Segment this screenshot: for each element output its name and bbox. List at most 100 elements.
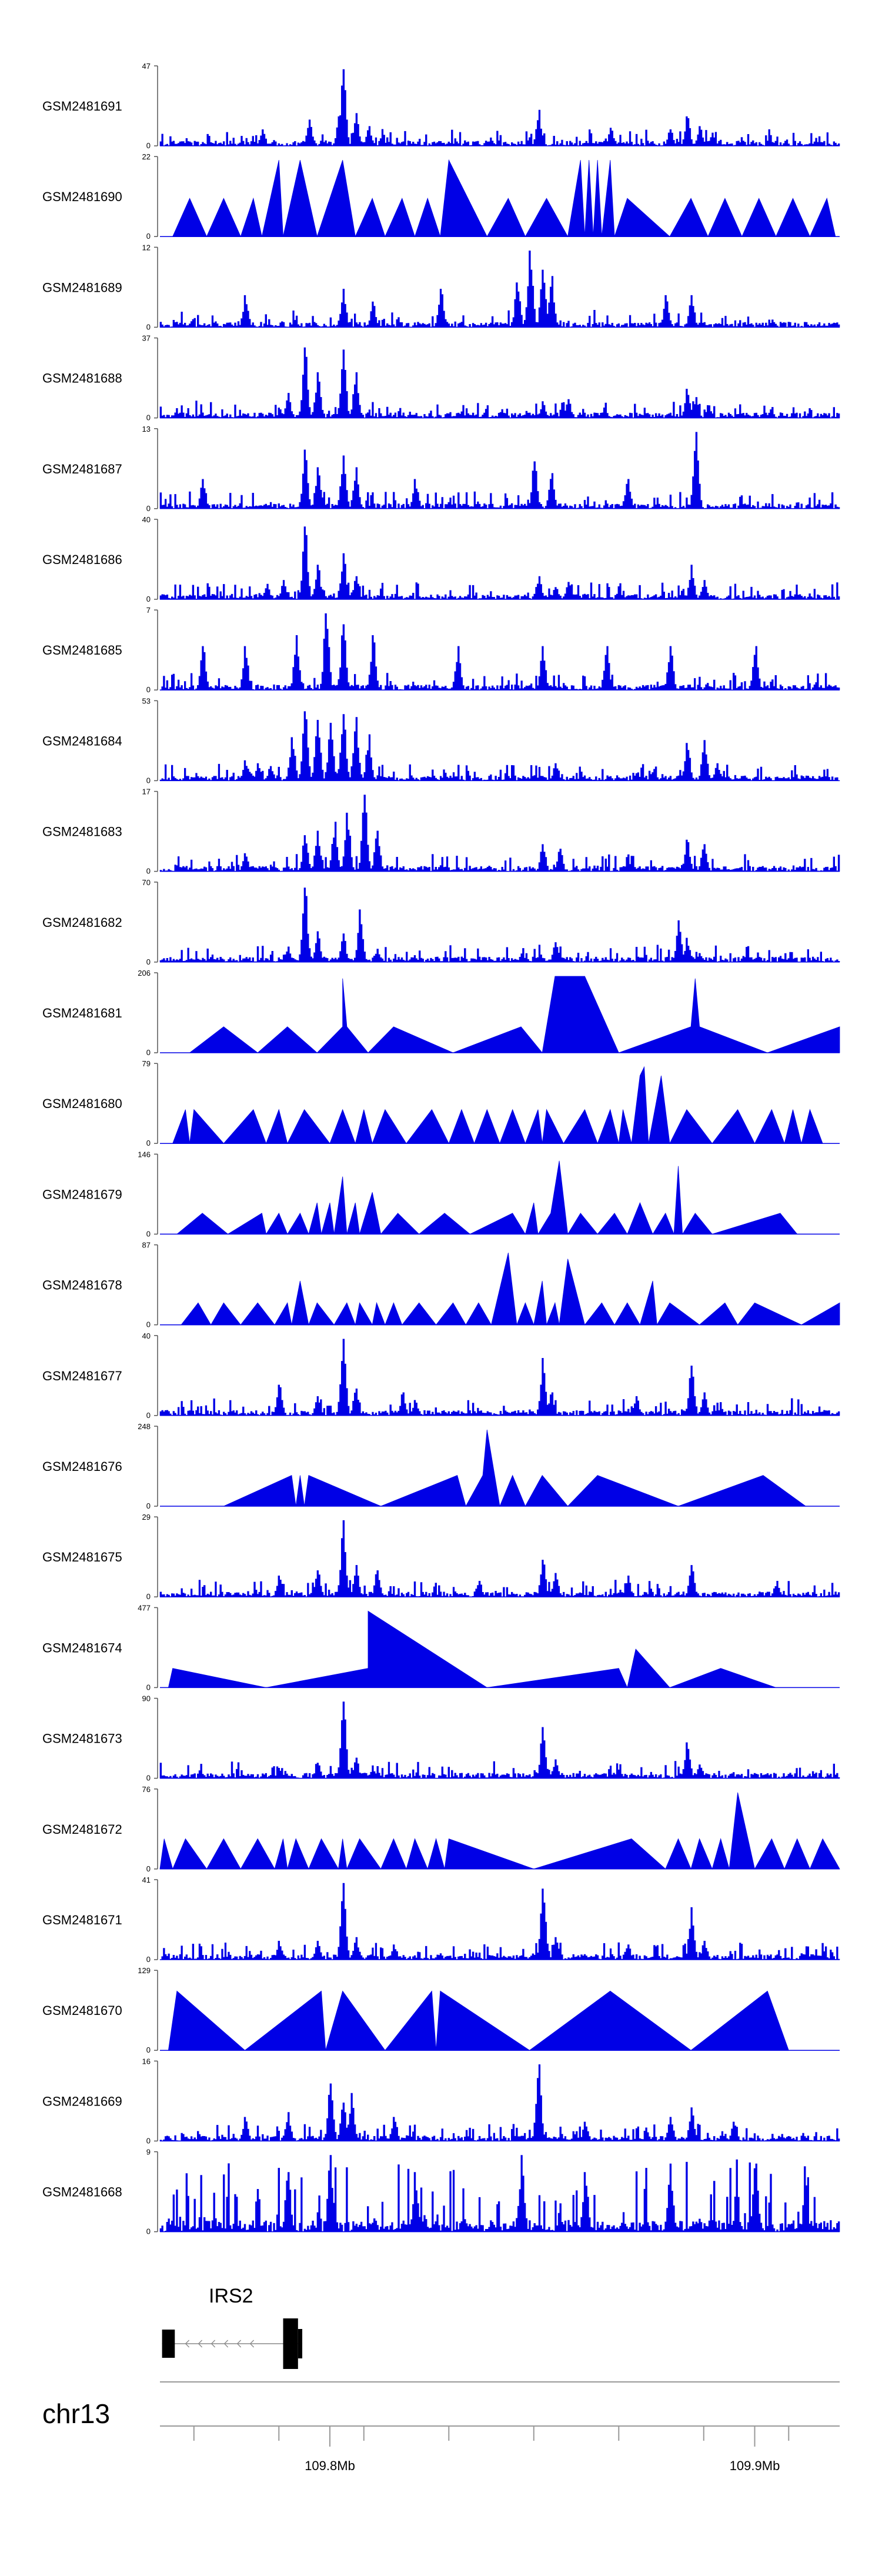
y-max-label: 70	[142, 878, 151, 887]
y-min-label: 0	[146, 867, 151, 876]
gene-annotation-track: IRS2	[162, 2285, 303, 2369]
y-max-label: 29	[142, 1513, 151, 1521]
y-max-label: 7	[146, 606, 151, 615]
y-max-label: 41	[142, 1876, 151, 1884]
coverage-area	[189, 976, 840, 1053]
chromosome-label: chr13	[42, 2398, 110, 2429]
track-GSM2481678: GSM2481678 87 0	[42, 1241, 840, 1329]
y-min-label: 0	[146, 232, 151, 241]
track-label: GSM2481673	[42, 1731, 122, 1746]
coverage-signal	[159, 432, 840, 509]
track-GSM2481689: GSM2481689 12 0	[42, 243, 840, 331]
track-GSM2481670: GSM2481670 129 0	[42, 1966, 840, 2054]
y-min-label: 0	[146, 1864, 151, 1873]
y-max-label: 146	[138, 1150, 151, 1159]
genome-axis-label: 109.9Mb	[730, 2458, 780, 2473]
track-label: GSM2481686	[42, 552, 122, 567]
coverage-area	[223, 1429, 807, 1507]
coverage-tracks: GSM2481691470GSM2481690220GSM2481689120G…	[42, 62, 840, 2236]
y-min-label: 0	[146, 322, 151, 331]
track-label: GSM2481687	[42, 462, 122, 476]
y-min-label: 0	[146, 1320, 151, 1329]
y-min-label: 0	[146, 1229, 151, 1238]
strand-arrow	[185, 2340, 190, 2348]
coverage-area	[172, 1066, 823, 1144]
track-GSM2481683: GSM2481683 17 0	[42, 788, 840, 876]
coverage-signal	[159, 1520, 840, 1597]
coverage-signal	[159, 526, 840, 600]
y-min-label: 0	[146, 1501, 151, 1510]
coverage-signal	[159, 1883, 840, 1960]
y-max-label: 40	[142, 515, 151, 524]
y-max-label: 87	[142, 1241, 151, 1250]
track-label: GSM2481669	[42, 2094, 122, 2108]
track-label: GSM2481683	[42, 825, 122, 839]
track-label: GSM2481691	[42, 99, 122, 114]
y-min-label: 0	[146, 1139, 151, 1147]
y-max-label: 248	[138, 1422, 151, 1431]
gene-exon	[283, 2318, 298, 2369]
strand-arrow	[211, 2340, 216, 2348]
coverage-signal	[159, 711, 840, 781]
track-label: GSM2481689	[42, 280, 122, 295]
coverage-signal	[159, 795, 840, 872]
gene-label: IRS2	[209, 2285, 253, 2307]
strand-arrow	[223, 2340, 229, 2348]
y-min-label: 0	[146, 1411, 151, 1420]
y-max-label: 79	[142, 1059, 151, 1068]
track-label: GSM2481681	[42, 1006, 122, 1020]
coverage-signal	[159, 2155, 840, 2232]
track-GSM2481668: GSM2481668 9 0	[42, 2148, 840, 2236]
track-GSM2481675: GSM2481675 29 0	[42, 1513, 840, 1601]
track-GSM2481669: GSM2481669 16 0	[42, 2057, 840, 2145]
track-label: GSM2481668	[42, 2185, 122, 2200]
y-max-label: 47	[142, 62, 151, 71]
coverage-signal	[159, 2064, 840, 2141]
y-min-label: 0	[146, 1592, 151, 1601]
track-GSM2481690: GSM2481690 22 0	[42, 152, 840, 241]
track-GSM2481671: GSM2481671 41 0	[42, 1876, 840, 1964]
y-max-label: 13	[142, 425, 151, 433]
track-label: GSM2481671	[42, 1913, 122, 1927]
track-GSM2481674: GSM2481674 477 0	[42, 1603, 840, 1691]
coverage-area	[176, 1160, 798, 1235]
y-min-label: 0	[146, 776, 151, 785]
track-label: GSM2481678	[42, 1278, 122, 1293]
y-min-label: 0	[146, 957, 151, 966]
y-min-label: 0	[146, 595, 151, 603]
track-label: GSM2481690	[42, 189, 122, 204]
y-max-label: 129	[138, 1966, 151, 1975]
y-min-label: 0	[146, 413, 151, 422]
coverage-signal	[159, 1701, 840, 1778]
strand-arrow	[249, 2340, 255, 2348]
track-GSM2481672: GSM2481672 76 0	[42, 1785, 840, 1873]
track-label: GSM2481688	[42, 371, 122, 386]
track-label: GSM2481676	[42, 1459, 122, 1474]
y-max-label: 9	[146, 2148, 151, 2157]
coverage-signal	[159, 251, 840, 328]
track-label: GSM2481679	[42, 1187, 122, 1202]
track-label: GSM2481685	[42, 643, 122, 658]
track-label: GSM2481677	[42, 1369, 122, 1383]
strand-arrow	[198, 2340, 203, 2348]
track-GSM2481681: GSM2481681 206 0	[42, 969, 840, 1057]
y-max-label: 17	[142, 788, 151, 796]
y-max-label: 90	[142, 1694, 151, 1703]
y-min-label: 0	[146, 2046, 151, 2054]
track-GSM2481691: GSM2481691 47 0	[42, 62, 840, 150]
track-label: GSM2481684	[42, 733, 122, 748]
track-label: GSM2481680	[42, 1096, 122, 1111]
y-max-label: 76	[142, 1785, 151, 1794]
y-max-label: 206	[138, 969, 151, 977]
y-max-label: 53	[142, 696, 151, 705]
y-max-label: 22	[142, 152, 151, 161]
y-max-label: 37	[142, 334, 151, 343]
track-GSM2481685: GSM2481685 7 0	[42, 606, 840, 694]
y-min-label: 0	[146, 2227, 151, 2236]
gene-exon	[162, 2330, 175, 2358]
y-max-label: 12	[142, 243, 151, 252]
track-GSM2481677: GSM2481677 40 0	[42, 1332, 840, 1420]
track-label: GSM2481682	[42, 915, 122, 930]
coverage-signal	[159, 1339, 840, 1416]
